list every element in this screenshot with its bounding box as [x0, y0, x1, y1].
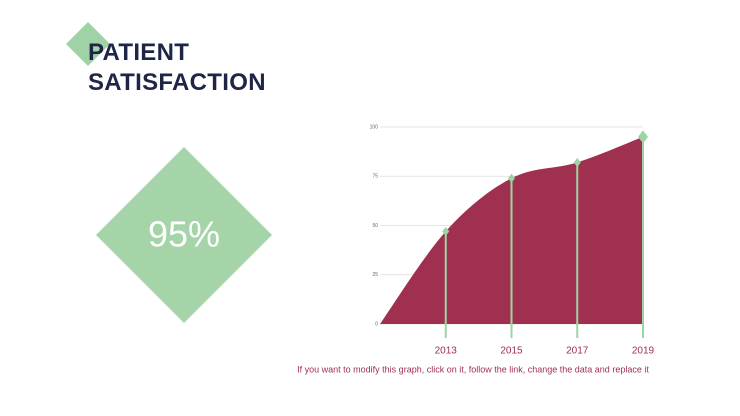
- marker: [508, 173, 515, 183]
- y-tick-label: 50: [372, 223, 378, 229]
- marker: [638, 130, 648, 144]
- y-tick-label: 75: [372, 174, 378, 180]
- x-tick-label: 2019: [632, 346, 655, 357]
- y-tick-label: 100: [370, 124, 379, 130]
- x-tick-label: 2013: [435, 346, 458, 357]
- x-tick-label: 2017: [566, 346, 589, 357]
- marker: [442, 226, 450, 236]
- note: If you want to modify this graph, click …: [297, 364, 649, 374]
- y-tick-label: 0: [375, 321, 378, 327]
- marker: [573, 157, 581, 168]
- title-diamond: [66, 22, 110, 66]
- stat-value: 95%: [148, 214, 220, 255]
- x-tick-label: 2015: [500, 346, 523, 357]
- slide-title: PATIENT SATISFACTION: [88, 39, 266, 96]
- y-tick-label: 25: [372, 272, 378, 278]
- stat-diamond: [96, 147, 272, 323]
